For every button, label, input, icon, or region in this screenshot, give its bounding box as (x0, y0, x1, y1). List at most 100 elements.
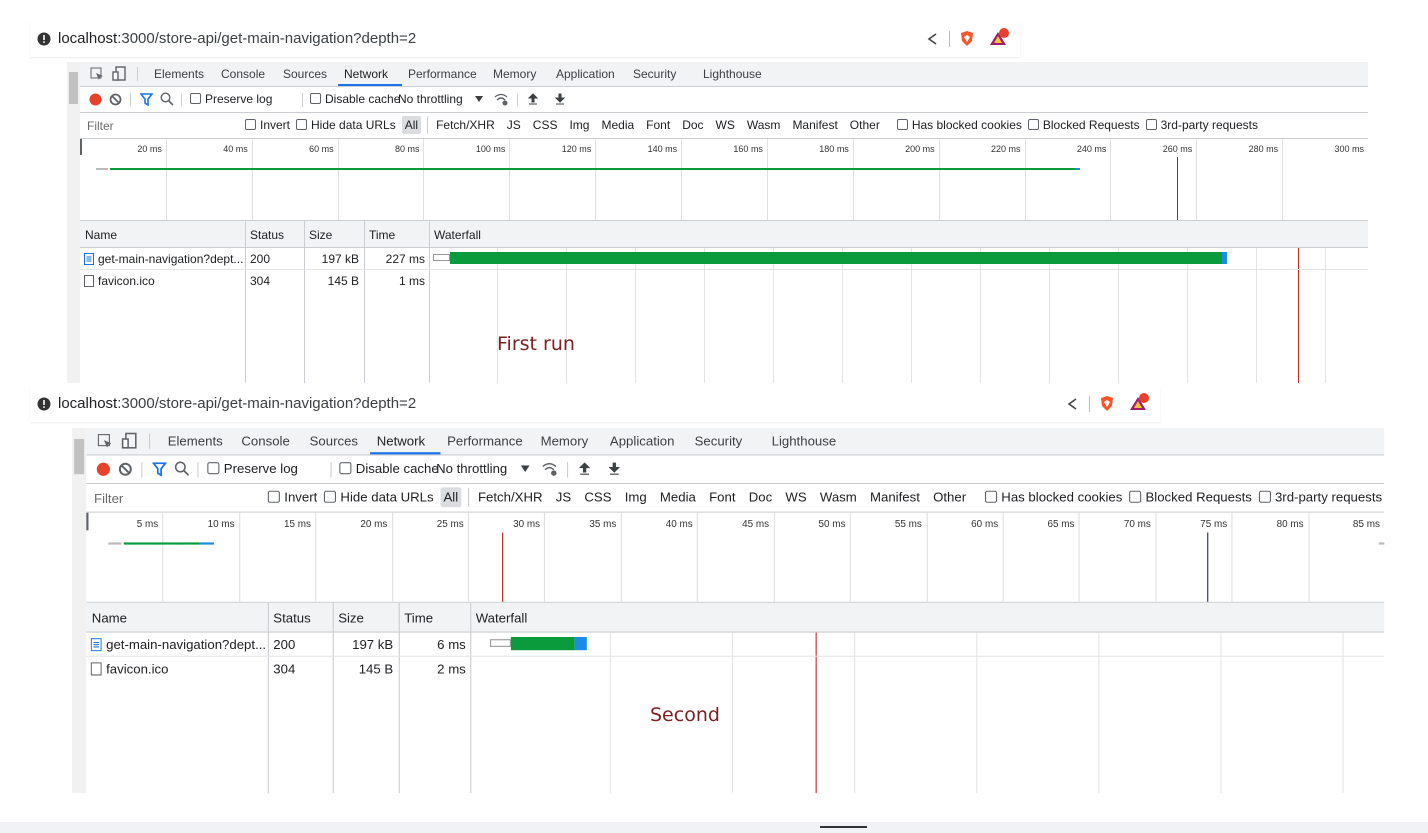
resource-type-filter[interactable]: Manifest (792, 118, 838, 132)
checkbox[interactable] (310, 93, 321, 104)
checkbox[interactable] (1145, 119, 1157, 130)
site-info-icon[interactable] (37, 32, 51, 46)
record-button[interactable] (89, 93, 102, 106)
preserve-log-checkbox[interactable]: Preserve log (190, 92, 272, 106)
column-header[interactable]: Name (85, 228, 118, 242)
tab[interactable]: Memory (540, 433, 589, 449)
file-icon[interactable] (84, 275, 94, 287)
request-name[interactable]: favicon.ico (106, 661, 169, 677)
tab[interactable]: Lighthouse (771, 433, 837, 449)
inspect-icon[interactable] (90, 67, 104, 81)
tab[interactable]: Sources (283, 67, 328, 81)
checkbox[interactable] (896, 119, 908, 130)
column-header[interactable]: Status (250, 228, 285, 242)
dropdown-arrow[interactable] (520, 465, 530, 472)
resource-type-filter[interactable]: Wasm (746, 118, 781, 132)
tab[interactable]: Performance (447, 433, 523, 449)
checkbox[interactable] (245, 119, 256, 130)
export-har-button[interactable] (555, 93, 565, 106)
column-header[interactable]: Waterfall (475, 610, 528, 626)
brave-rewards-icon[interactable] (1129, 393, 1149, 411)
tab[interactable]: Console (241, 433, 290, 449)
brave-shield-icon[interactable] (959, 30, 975, 47)
filter-checkbox[interactable]: Blocked Requests (1027, 118, 1140, 132)
brave-shield-icon[interactable] (1099, 395, 1115, 412)
filter-checkbox[interactable]: Hide data URLs (323, 490, 434, 505)
resource-type-filter[interactable]: CSS (584, 489, 612, 505)
preserve-log-checkbox[interactable]: Preserve log (207, 461, 298, 476)
tab[interactable]: Elements (167, 433, 223, 449)
clear-button[interactable] (109, 93, 122, 106)
filter-button[interactable] (140, 93, 153, 106)
search-button[interactable] (174, 461, 190, 476)
resource-type-filter[interactable]: CSS (532, 118, 558, 132)
filter-checkbox[interactable]: Invert (267, 490, 317, 505)
checkbox[interactable] (1128, 490, 1142, 503)
resource-type-filter[interactable]: Manifest (869, 489, 920, 505)
tab[interactable]: Application (556, 67, 615, 81)
resource-type-filter[interactable]: WS (785, 489, 807, 505)
resource-type-filter[interactable]: JS (506, 118, 521, 132)
throttling-select[interactable]: No throttling (436, 461, 508, 477)
import-har-button[interactable] (579, 462, 591, 476)
checkbox[interactable] (339, 462, 352, 475)
filter-checkbox[interactable]: Invert (245, 118, 290, 132)
document-icon[interactable] (84, 253, 94, 265)
filter-input[interactable]: Filter (94, 490, 124, 507)
tab[interactable]: Memory (493, 67, 537, 81)
resource-type-filter[interactable]: All (401, 116, 422, 134)
site-info-icon[interactable] (37, 397, 51, 411)
filter-checkbox[interactable]: 3rd-party requests (1145, 118, 1258, 132)
resource-type-filter[interactable]: Media (601, 118, 635, 132)
filter-button[interactable] (152, 462, 167, 477)
resource-type-filter[interactable]: Fetch/XHR (468, 487, 546, 508)
tab[interactable]: Application (609, 433, 675, 449)
resource-type-filter[interactable]: All (440, 487, 462, 508)
checkbox[interactable] (296, 119, 308, 130)
tab[interactable]: Network (376, 433, 426, 449)
tab[interactable]: Security (694, 433, 743, 449)
checkbox[interactable] (1027, 119, 1039, 130)
file-icon[interactable] (90, 662, 102, 676)
search-button[interactable] (160, 92, 174, 106)
device-icon[interactable] (112, 66, 127, 82)
checkbox[interactable] (323, 490, 337, 503)
column-header[interactable]: Size (338, 610, 364, 626)
tab[interactable]: Security (633, 67, 677, 81)
share-icon[interactable] (925, 32, 939, 46)
column-header[interactable]: Name (91, 610, 128, 626)
resource-type-filter[interactable]: Fetch/XHR (427, 116, 498, 134)
device-icon[interactable] (121, 432, 139, 450)
tab[interactable]: Elements (154, 67, 205, 81)
resource-type-filter[interactable]: Img (624, 489, 647, 505)
request-name[interactable]: get-main-navigation?dept... (106, 637, 267, 653)
tab[interactable]: Lighthouse (703, 67, 762, 81)
import-har-button[interactable] (528, 93, 538, 106)
export-har-button[interactable] (608, 462, 620, 476)
resource-type-filter[interactable]: Font (646, 118, 671, 132)
resource-type-filter[interactable]: Img (569, 118, 590, 132)
resource-type-filter[interactable]: Wasm (819, 489, 857, 505)
network-conditions-icon[interactable] (542, 461, 559, 478)
tab[interactable]: Performance (408, 67, 477, 81)
filter-checkbox[interactable]: Has blocked cookies (896, 118, 1022, 132)
tab[interactable]: Network (344, 67, 389, 81)
checkbox[interactable] (1258, 490, 1271, 503)
filter-checkbox[interactable]: 3rd-party requests (1258, 490, 1382, 505)
dropdown-arrow[interactable] (475, 96, 483, 102)
checkbox[interactable] (190, 93, 201, 104)
resource-type-filter[interactable]: Other (849, 118, 880, 132)
column-header[interactable]: Time (404, 610, 434, 626)
share-icon[interactable] (1065, 397, 1079, 411)
filter-input[interactable]: Filter (87, 119, 114, 133)
filter-checkbox[interactable]: Blocked Requests (1128, 490, 1252, 505)
checkbox[interactable] (984, 490, 997, 503)
resource-type-filter[interactable]: Doc (748, 489, 773, 505)
resource-type-filter[interactable]: Doc (682, 118, 704, 132)
resource-type-filter[interactable]: Media (659, 489, 696, 505)
column-header[interactable]: Status (273, 610, 311, 626)
document-icon[interactable] (90, 638, 102, 652)
checkbox[interactable] (267, 490, 280, 503)
tab[interactable]: Console (221, 67, 266, 81)
resource-type-filter[interactable]: Other (933, 489, 967, 505)
